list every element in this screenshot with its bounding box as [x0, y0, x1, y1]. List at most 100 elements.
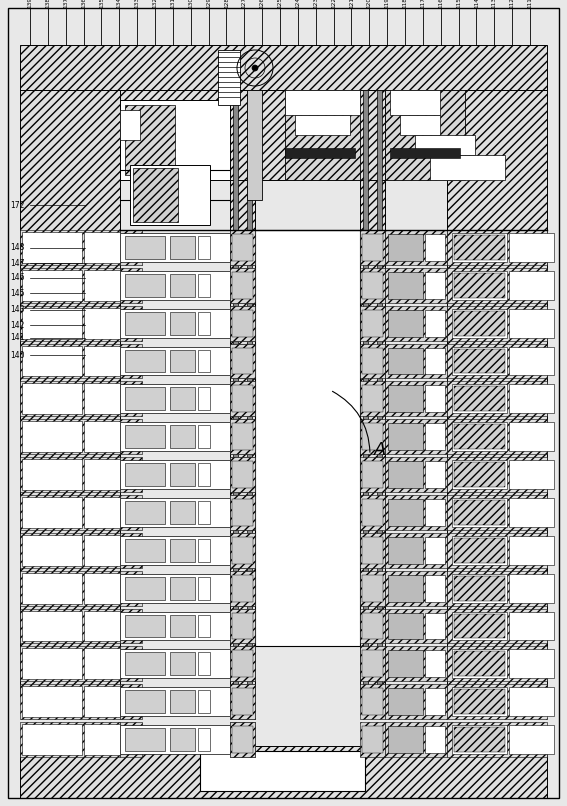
Bar: [120, 384, 230, 413]
Bar: [362, 499, 383, 526]
Text: 126: 126: [260, 0, 265, 8]
Bar: [125, 652, 165, 675]
Bar: [233, 90, 238, 696]
Bar: [198, 539, 210, 562]
Bar: [198, 274, 210, 297]
Bar: [388, 347, 423, 375]
Bar: [125, 463, 165, 486]
Bar: [415, 135, 475, 155]
Bar: [452, 536, 507, 565]
Bar: [285, 90, 360, 115]
Bar: [22, 270, 82, 301]
Bar: [22, 497, 82, 528]
Bar: [452, 460, 507, 489]
Bar: [232, 423, 253, 450]
Bar: [454, 575, 505, 600]
Bar: [232, 613, 253, 639]
Bar: [360, 457, 385, 492]
Bar: [232, 272, 253, 299]
Bar: [385, 230, 447, 265]
Bar: [430, 155, 505, 180]
Text: 119: 119: [384, 0, 390, 8]
Text: A: A: [374, 441, 386, 459]
Bar: [120, 612, 230, 641]
Bar: [385, 571, 447, 605]
Bar: [120, 268, 142, 303]
Bar: [232, 234, 253, 261]
Bar: [198, 577, 210, 600]
Bar: [388, 310, 423, 337]
Bar: [388, 385, 423, 413]
Bar: [452, 309, 507, 338]
Text: 140: 140: [10, 351, 24, 359]
Bar: [360, 646, 385, 681]
Bar: [22, 611, 82, 642]
Bar: [120, 271, 230, 300]
Bar: [385, 533, 447, 567]
Bar: [385, 419, 447, 454]
Bar: [509, 309, 554, 338]
Circle shape: [252, 65, 258, 71]
Bar: [425, 726, 445, 753]
Text: 112: 112: [510, 0, 515, 8]
Bar: [362, 385, 383, 413]
Bar: [452, 574, 507, 603]
Bar: [198, 312, 210, 334]
Bar: [22, 422, 82, 452]
Bar: [360, 268, 385, 303]
Bar: [377, 90, 382, 696]
Bar: [120, 100, 230, 180]
Bar: [362, 347, 383, 375]
Bar: [425, 499, 445, 526]
Text: 114: 114: [474, 0, 479, 8]
Bar: [125, 426, 165, 448]
Bar: [509, 422, 554, 451]
Bar: [22, 232, 82, 263]
Bar: [447, 684, 547, 719]
Bar: [388, 650, 423, 677]
Bar: [230, 495, 255, 530]
Bar: [120, 343, 142, 379]
Bar: [230, 533, 255, 567]
Bar: [425, 650, 445, 677]
Bar: [230, 457, 255, 492]
Text: 172: 172: [10, 201, 24, 210]
Bar: [20, 268, 120, 303]
Bar: [120, 609, 142, 643]
Bar: [390, 148, 460, 158]
Bar: [447, 381, 547, 416]
Bar: [509, 650, 554, 679]
Bar: [454, 613, 505, 638]
Text: 146: 146: [10, 273, 24, 282]
Bar: [20, 343, 120, 379]
Bar: [125, 105, 175, 175]
Bar: [509, 612, 554, 641]
Bar: [362, 575, 383, 601]
Bar: [84, 422, 120, 452]
Text: 138: 138: [45, 0, 50, 8]
Bar: [452, 271, 507, 300]
Bar: [84, 308, 120, 339]
Bar: [230, 646, 255, 681]
Bar: [125, 728, 165, 751]
Bar: [452, 233, 507, 262]
Bar: [388, 688, 423, 715]
Bar: [20, 305, 120, 341]
Bar: [452, 422, 507, 451]
Bar: [20, 90, 120, 696]
Text: 121: 121: [349, 0, 354, 8]
Bar: [232, 726, 253, 753]
Text: 142: 142: [10, 321, 24, 330]
Bar: [170, 388, 195, 410]
Text: 133: 133: [134, 0, 139, 8]
Bar: [360, 381, 385, 416]
Bar: [360, 722, 385, 757]
Bar: [125, 690, 165, 713]
Bar: [385, 722, 447, 757]
Text: 143: 143: [10, 305, 24, 314]
Bar: [230, 684, 255, 719]
Bar: [385, 684, 447, 719]
Bar: [198, 652, 210, 675]
Bar: [388, 461, 423, 488]
Bar: [232, 688, 253, 715]
